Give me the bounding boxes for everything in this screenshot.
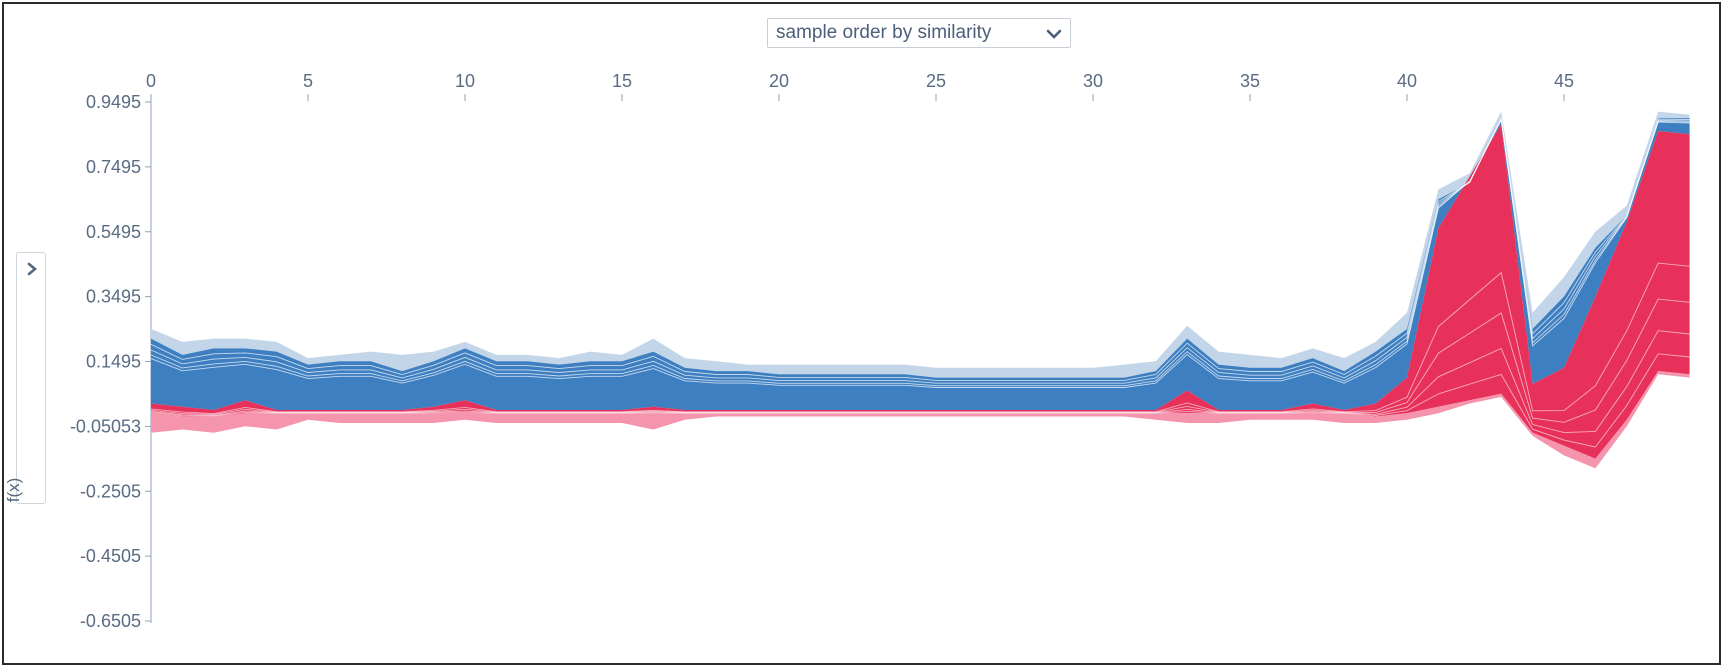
side-panel-toggle[interactable] — [16, 252, 46, 504]
y-tick-label: -0.4505 — [80, 546, 141, 566]
x-tick-label: 0 — [146, 71, 156, 91]
y-tick-label: -0.2505 — [80, 481, 141, 501]
y-tick-label: -0.6505 — [80, 611, 141, 631]
x-axis: 0 5 10 15 20 25 30 35 40 45 — [146, 71, 1574, 101]
chevron-right-icon[interactable] — [25, 261, 39, 277]
x-tick-label: 15 — [612, 71, 632, 91]
x-tick-label: 5 — [303, 71, 313, 91]
negative-feature-line — [150, 117, 1690, 381]
x-tick-label: 10 — [455, 71, 475, 91]
x-tick-label: 45 — [1554, 71, 1574, 91]
y-tick-label: 0.3495 — [86, 287, 141, 307]
y-tick-label: -0.05053 — [70, 416, 141, 436]
sample-order-select[interactable]: sample order by similarity — [767, 18, 1071, 48]
x-tick-label: 40 — [1397, 71, 1417, 91]
plot-areas — [150, 111, 1690, 469]
y-axis: 0.9495 0.7495 0.5495 0.3495 0.1495 -0.05053 -0… — [70, 92, 152, 631]
y-tick-label: 0.1495 — [86, 352, 141, 372]
y-tick-label: 0.7495 — [86, 157, 141, 177]
negative-feature-line — [150, 118, 1690, 388]
sample-order-select-label: sample order by similarity — [776, 22, 992, 43]
positive-light-band — [151, 371, 1690, 469]
y-tick-label: 0.5495 — [86, 222, 141, 242]
x-tick-label: 35 — [1240, 71, 1260, 91]
x-tick-label: 20 — [769, 71, 789, 91]
negative-effect-area — [151, 118, 1690, 410]
x-tick-label: 30 — [1083, 71, 1103, 91]
negative-feature-line — [150, 117, 1690, 384]
chevron-down-icon — [1046, 29, 1062, 39]
x-tick-label: 25 — [926, 71, 946, 91]
y-tick-label: 0.9495 — [86, 92, 141, 112]
positive-feature-line — [150, 262, 1690, 415]
positive-feature-line — [150, 353, 1690, 448]
